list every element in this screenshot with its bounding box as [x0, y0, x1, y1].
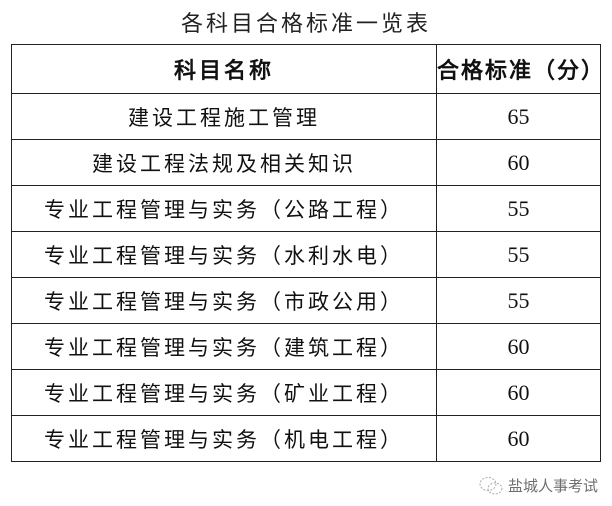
table-row: 建设工程法规及相关知识 60: [11, 139, 601, 186]
score-cell: 65: [436, 93, 601, 140]
table-row: 专业工程管理与实务（矿业工程） 60: [11, 369, 601, 416]
header-score: 合格标准（分）: [436, 44, 603, 94]
subject-cell: 专业工程管理与实务（矿业工程）: [11, 369, 437, 416]
score-cell: 60: [436, 415, 601, 462]
score-cell: 60: [436, 369, 601, 416]
subject-cell: 专业工程管理与实务（水利水电）: [11, 231, 437, 278]
watermark: 盐城人事考试: [478, 476, 598, 496]
wechat-icon: [479, 477, 503, 495]
subject-cell: 专业工程管理与实务（公路工程）: [11, 185, 437, 232]
score-cell: 55: [436, 231, 601, 278]
pass-standard-table: 科目名称 合格标准（分） 建设工程施工管理 65 建设工程法规及相关知识 60 专业工程…: [11, 44, 603, 462]
score-cell: 60: [436, 323, 601, 370]
score-cell: 60: [436, 139, 601, 186]
header-subject: 科目名称: [11, 44, 437, 94]
table-row: 专业工程管理与实务（公路工程） 55: [11, 185, 601, 232]
subject-cell: 专业工程管理与实务（机电工程）: [11, 415, 437, 462]
table-header-row: 科目名称 合格标准（分）: [11, 44, 603, 94]
table-row: 专业工程管理与实务（水利水电） 55: [11, 231, 601, 278]
score-cell: 55: [436, 185, 601, 232]
score-cell: 55: [436, 277, 601, 324]
subject-cell: 专业工程管理与实务（建筑工程）: [11, 323, 437, 370]
table-row: 专业工程管理与实务（机电工程） 60: [11, 415, 601, 462]
watermark-text: 盐城人事考试: [507, 477, 598, 495]
subject-cell: 专业工程管理与实务（市政公用）: [11, 277, 437, 324]
subject-cell: 建设工程施工管理: [11, 93, 437, 140]
table-row: 专业工程管理与实务（市政公用） 55: [11, 277, 601, 324]
page-title: 各科目合格标准一览表: [180, 12, 431, 37]
table-row: 专业工程管理与实务（建筑工程） 60: [11, 323, 601, 370]
table-row: 建设工程施工管理 65: [11, 93, 601, 140]
subject-cell: 建设工程法规及相关知识: [11, 139, 437, 186]
